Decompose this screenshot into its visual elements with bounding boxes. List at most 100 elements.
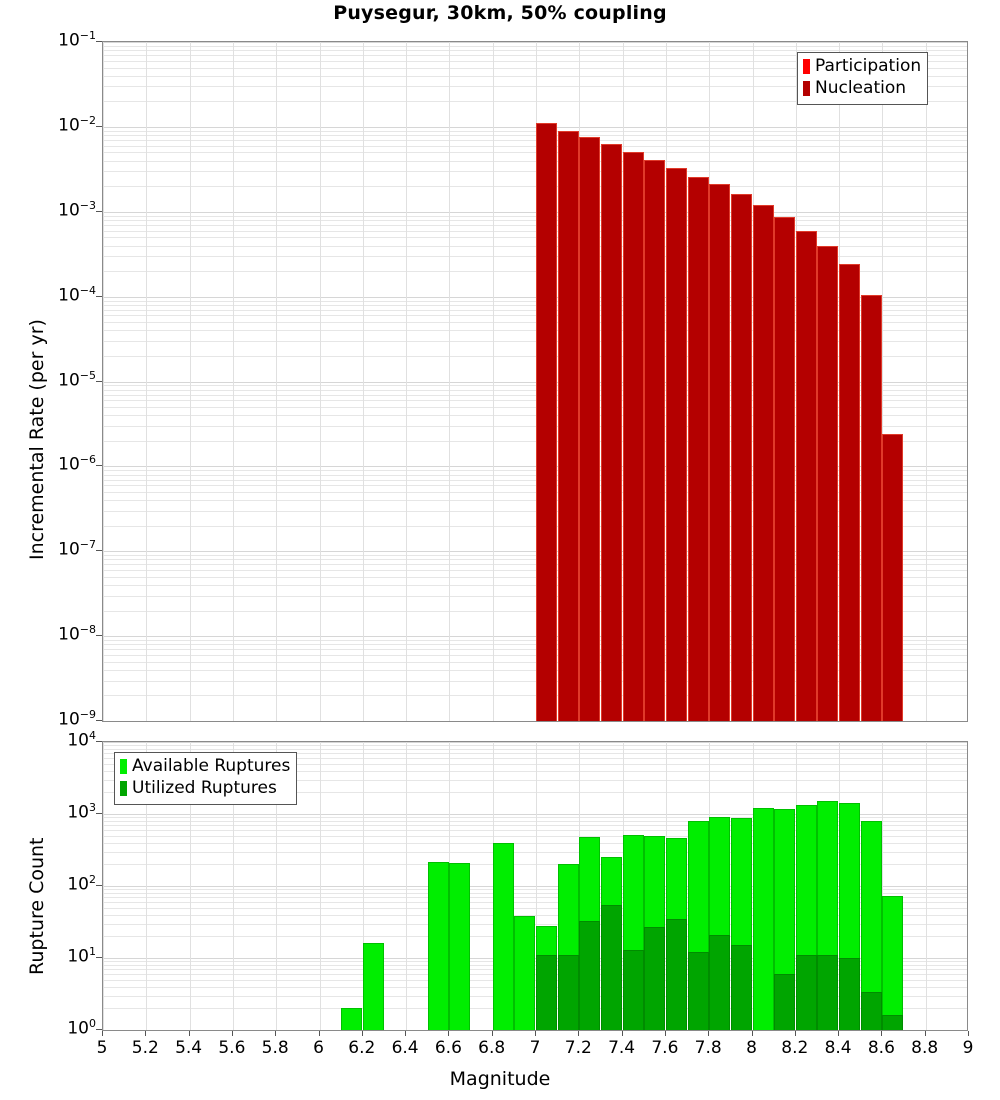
x-tick-label: 6.6 [434, 1038, 462, 1058]
legend-label: Utilized Ruptures [132, 777, 277, 798]
x-tick-label: 7.6 [651, 1038, 679, 1058]
gridline [103, 681, 967, 682]
gridline [103, 974, 967, 975]
bar-utilized [817, 955, 838, 1030]
gridline [103, 830, 967, 831]
y-tick-label: 102 [67, 873, 96, 895]
gridline [103, 843, 967, 844]
legend-swatch-icon [120, 781, 127, 797]
gridline [103, 492, 967, 493]
bar-nucleation [536, 123, 557, 721]
y-tick-label: 10−9 [58, 708, 96, 730]
y-tick-label: 100 [67, 1017, 96, 1039]
x-tick-mark [925, 1031, 926, 1036]
x-tick-label: 8.8 [911, 1038, 939, 1058]
bar-utilized [731, 945, 752, 1030]
x-tick-label: 5.8 [261, 1038, 289, 1058]
bar-nucleation [882, 434, 903, 721]
gridline [103, 889, 967, 890]
magnitude-axis-label: Magnitude [449, 1068, 551, 1090]
rupture-count-plot [103, 742, 967, 1030]
gridline-vertical [449, 42, 450, 721]
bar-utilized [536, 955, 557, 1030]
x-tick-mark [665, 1031, 666, 1036]
gridline [103, 50, 967, 51]
bar-nucleation [579, 137, 600, 721]
x-tick-mark [448, 1031, 449, 1036]
incremental-rate-plot [103, 42, 967, 721]
gridline [103, 611, 967, 612]
bar-utilized [623, 950, 644, 1030]
gridline [103, 415, 967, 416]
bar-nucleation [753, 205, 774, 721]
gridline [103, 256, 967, 257]
x-tick-mark [189, 1031, 190, 1036]
legend-label: Participation [815, 56, 922, 76]
gridline [103, 135, 967, 136]
y-tick-label: 10−2 [58, 113, 96, 136]
gridline [103, 987, 967, 988]
gridline-vertical [320, 742, 321, 1030]
bar-available [753, 808, 774, 1030]
y-tick-mark [96, 296, 102, 297]
x-tick-mark [881, 1031, 882, 1036]
y-tick-label: 10−3 [58, 198, 96, 221]
gridline [103, 500, 967, 501]
gridline [103, 577, 967, 578]
legend-swatch-icon [803, 59, 810, 75]
x-tick-label: 8.4 [824, 1038, 852, 1058]
gridline-vertical [190, 42, 191, 721]
y-tick-mark [96, 550, 102, 551]
x-tick-mark [968, 1031, 969, 1036]
bar-nucleation [731, 194, 752, 721]
gridline [103, 86, 967, 87]
x-tick-mark [362, 1031, 363, 1036]
gridline [103, 395, 967, 396]
gridline-vertical [406, 742, 407, 1030]
y-tick-mark [96, 126, 102, 127]
gridline [103, 640, 967, 641]
x-tick-label: 8 [746, 1038, 757, 1058]
y-tick-label: 10−8 [58, 623, 96, 645]
bottom-legend-item: Utilized Ruptures [120, 778, 290, 800]
y-tick-label: 101 [67, 945, 96, 967]
gridline [103, 382, 967, 383]
gridline [103, 996, 967, 997]
gridline [103, 902, 967, 903]
y-tick-mark [96, 465, 102, 466]
gridline [103, 559, 967, 560]
gridline-vertical [276, 742, 277, 1030]
bar-available [882, 896, 903, 1030]
gridline [103, 426, 967, 427]
top-legend: Participation Nucleation [797, 52, 929, 105]
x-tick-mark [145, 1031, 146, 1036]
gridline-vertical [276, 42, 277, 721]
gridline [103, 897, 967, 898]
gridline [103, 924, 967, 925]
bar-utilized [666, 919, 687, 1030]
x-tick-label: 5 [96, 1038, 108, 1058]
gridline [103, 68, 967, 69]
gridline [103, 246, 967, 247]
gridline [103, 305, 967, 306]
bar-utilized [579, 921, 600, 1030]
y-tick-mark [96, 741, 102, 742]
x-tick-label: 6 [313, 1038, 324, 1058]
gridline [103, 915, 967, 916]
gridline [103, 186, 967, 187]
gridline-vertical [146, 742, 147, 1030]
y-tick-label: 10−4 [58, 283, 96, 306]
bar-nucleation [623, 152, 644, 721]
gridline [103, 555, 967, 556]
gridline-vertical [233, 742, 234, 1030]
gridline [103, 216, 967, 217]
bar-utilized [688, 952, 709, 1030]
gridline [103, 764, 967, 765]
gridline [103, 475, 967, 476]
gridline-vertical [926, 742, 927, 1030]
gridline [103, 161, 967, 162]
gridline [103, 310, 967, 311]
bottom-legend-item: Available Ruptures [120, 756, 290, 778]
gridline [103, 864, 967, 865]
gridline [103, 936, 967, 937]
